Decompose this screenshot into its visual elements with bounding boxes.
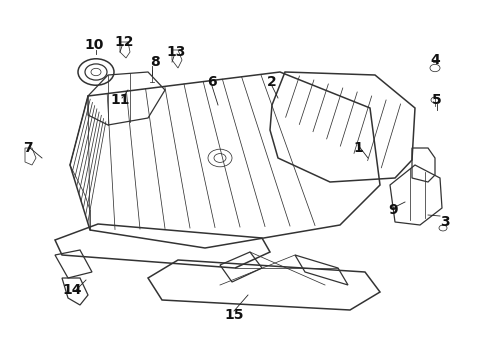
Text: 13: 13 — [166, 45, 186, 59]
Text: 2: 2 — [267, 75, 277, 89]
Text: 10: 10 — [84, 38, 104, 52]
Text: 4: 4 — [430, 53, 440, 67]
Text: 3: 3 — [440, 215, 450, 229]
Text: 1: 1 — [353, 141, 363, 155]
Text: 6: 6 — [207, 75, 217, 89]
Text: 14: 14 — [62, 283, 82, 297]
Text: 8: 8 — [150, 55, 160, 69]
Text: 11: 11 — [110, 93, 130, 107]
Text: 7: 7 — [23, 141, 33, 155]
Text: 12: 12 — [114, 35, 134, 49]
Text: 9: 9 — [388, 203, 398, 217]
Text: 5: 5 — [432, 93, 442, 107]
Text: 15: 15 — [224, 308, 244, 322]
